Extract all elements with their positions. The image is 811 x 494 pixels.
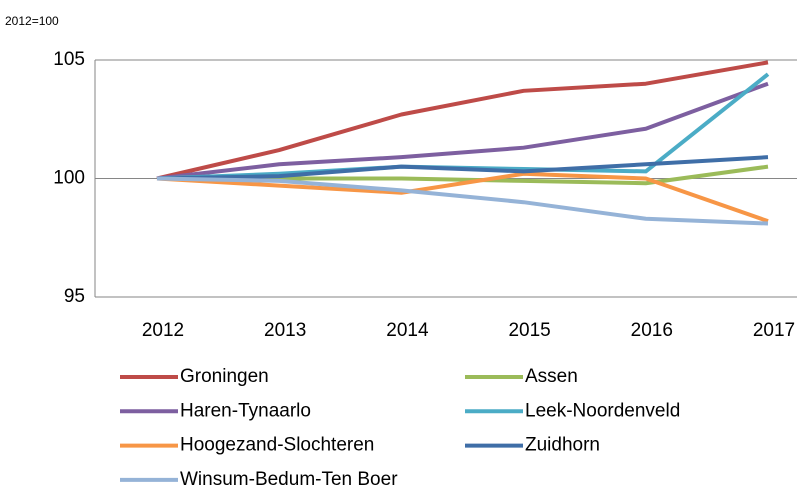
series-line xyxy=(156,155,769,181)
y-axis-label: 2012=100 xyxy=(5,14,59,28)
legend-label: Hoogezand-Slochteren xyxy=(180,435,374,456)
legend-label: Groningen xyxy=(180,366,269,387)
legend-label: Zuidhorn xyxy=(525,435,600,456)
legend-label: Assen xyxy=(525,366,578,387)
legend-label: Haren-Tynaarlo xyxy=(180,400,311,421)
x-tick-label: 2016 xyxy=(631,320,673,341)
series-line xyxy=(156,60,769,181)
x-tick-label: 2014 xyxy=(386,320,429,341)
x-tick-label: 2012 xyxy=(142,320,184,341)
x-tick-label: 2017 xyxy=(753,320,795,341)
x-tick-label: 2015 xyxy=(508,320,550,341)
series-line xyxy=(156,171,769,224)
legend-label: Leek-Noordenveld xyxy=(525,400,680,421)
legend-label: Winsum-Bedum-Ten Boer xyxy=(180,469,398,490)
x-tick-label: 2013 xyxy=(264,320,306,341)
y-tick-label: 95 xyxy=(64,286,85,307)
y-tick-label: 105 xyxy=(53,49,85,70)
series-line xyxy=(156,176,769,226)
series-line xyxy=(156,81,769,181)
y-tick-label: 100 xyxy=(53,168,85,189)
